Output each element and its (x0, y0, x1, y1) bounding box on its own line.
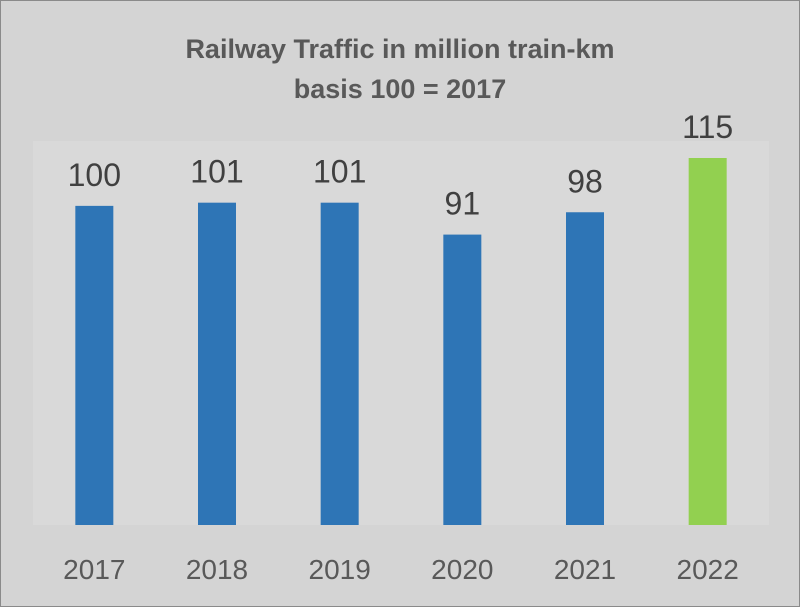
category-label-2022: 2022 (677, 554, 739, 585)
category-label-2019: 2019 (309, 554, 371, 585)
bar-2021 (566, 212, 604, 525)
category-label-2020: 2020 (431, 554, 493, 585)
chart-title: Railway Traffic in million train-km (185, 34, 615, 64)
plot-area (33, 141, 769, 525)
bars-group (75, 158, 727, 525)
value-label-2021: 98 (567, 163, 603, 199)
value-label-2017: 100 (68, 157, 121, 193)
bar-2020 (443, 234, 482, 525)
bar-2018 (198, 202, 236, 525)
bar-2022 (688, 158, 727, 525)
value-label-2020: 91 (445, 186, 481, 222)
category-label-2017: 2017 (63, 554, 125, 585)
value-label-2018: 101 (190, 154, 243, 190)
category-label-2018: 2018 (186, 554, 248, 585)
chart-subtitle: basis 100 = 2017 (293, 74, 507, 104)
value-labels-group: 100 101 101 91 98 115 (68, 109, 734, 222)
bar-2017 (75, 205, 114, 525)
category-label-2021: 2021 (554, 554, 616, 585)
bar-2019 (320, 202, 359, 525)
category-labels-group: 2017 2018 2019 2020 2021 2022 (63, 554, 739, 585)
value-label-2019: 101 (313, 154, 366, 190)
chart-title-block: Railway Traffic in million train-km basi… (1, 29, 799, 109)
value-label-2022: 115 (682, 109, 733, 145)
